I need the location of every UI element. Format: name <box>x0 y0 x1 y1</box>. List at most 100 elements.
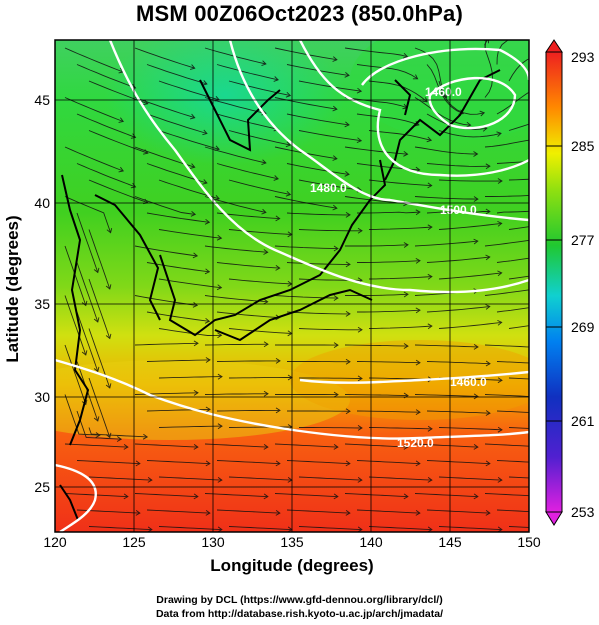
y-tick-label: 30 <box>34 389 50 405</box>
streamline-arrow <box>333 245 339 252</box>
streamline <box>344 443 408 448</box>
streamline-arrow <box>345 261 351 268</box>
streamline-arrow <box>345 460 351 467</box>
streamline-arrow <box>202 129 208 136</box>
streamline-arrow <box>217 373 223 380</box>
streamline <box>274 245 338 250</box>
streamline <box>298 526 362 531</box>
streamline-arrow <box>415 307 421 314</box>
streamline-arrow <box>566 115 570 120</box>
streamline <box>298 229 362 232</box>
streamline-arrow <box>497 477 503 483</box>
colorbar <box>545 39 563 526</box>
streamline <box>298 130 362 142</box>
streamline <box>146 64 208 85</box>
streamline-arrow <box>81 300 88 307</box>
streamline <box>286 212 350 216</box>
streamline <box>64 443 128 448</box>
streamline-arrow <box>567 268 571 273</box>
contour-label: 1460.0 <box>425 85 462 99</box>
streamline-arrow <box>344 171 350 177</box>
streamline-arrow <box>497 270 503 277</box>
streamline <box>368 226 432 230</box>
contour-labels: 1460.0 1480.0 1500.0 1460.0 1520.0 <box>310 85 487 450</box>
streamline <box>286 163 350 175</box>
streamline-arrow <box>473 238 479 245</box>
streamline <box>216 509 280 514</box>
streamline <box>146 359 211 362</box>
streamline-arrow <box>205 510 211 516</box>
streamline <box>298 476 362 481</box>
credit-drawing: Drawing by DCL (https://www.gfd-dennou.o… <box>156 594 443 606</box>
streamline-arrow <box>192 252 199 259</box>
streamline <box>356 410 421 413</box>
streamline-arrow <box>93 416 100 422</box>
streamline <box>356 64 418 80</box>
streamline-arrow <box>333 493 339 500</box>
streamline <box>345 244 409 247</box>
streamline-arrow <box>332 56 338 62</box>
streamline-arrow <box>403 150 409 157</box>
streamline <box>414 146 478 155</box>
streamline-arrow <box>568 379 572 384</box>
streamline <box>134 493 198 498</box>
streamline-arrow <box>81 350 88 356</box>
streamline <box>76 113 136 138</box>
streamline <box>134 196 196 215</box>
streamline-arrow <box>275 460 281 467</box>
streamline <box>426 306 490 313</box>
streamline <box>228 377 292 379</box>
streamline-arrow <box>130 133 137 139</box>
streamline <box>228 229 292 235</box>
streamline <box>414 344 479 348</box>
streamline <box>64 47 124 73</box>
streamline-arrow <box>204 268 211 275</box>
streamline-arrow <box>93 366 100 373</box>
streamline-arrow <box>333 295 339 301</box>
streamline <box>438 179 503 182</box>
streamline <box>508 178 529 181</box>
streamline-arrow <box>189 163 196 169</box>
streamline <box>134 245 198 257</box>
streamline <box>484 239 529 247</box>
colorbar-tick-label: 269 <box>571 319 595 335</box>
streamline-arrow <box>415 510 421 516</box>
streamline <box>204 343 269 346</box>
streamline <box>344 97 408 109</box>
streamline <box>438 321 502 329</box>
streamline-arrow <box>332 204 338 211</box>
temperature-field: 1460.0 1480.0 1500.0 1460.0 1520.0 <box>55 40 572 532</box>
streamline <box>286 311 350 315</box>
contour-label: 1520.0 <box>397 436 434 450</box>
streamline <box>356 361 421 364</box>
streamline-arrow <box>473 393 479 400</box>
colorbar-tick-label: 253 <box>571 504 595 520</box>
streamline-arrow <box>273 175 279 181</box>
streamline <box>216 262 280 269</box>
streamline-arrow <box>473 493 479 500</box>
streamline <box>368 476 432 481</box>
streamline-arrow <box>193 493 199 500</box>
streamline <box>344 344 409 347</box>
streamline-arrow <box>473 151 479 157</box>
streamline-arrow <box>497 526 503 532</box>
streamline-arrow <box>204 218 211 225</box>
streamline <box>484 443 529 447</box>
streamline <box>438 130 502 138</box>
streamline-arrow <box>345 311 351 317</box>
streamline <box>356 113 420 126</box>
streamline-arrow <box>142 433 149 440</box>
streamline <box>426 256 490 263</box>
streamline <box>228 526 292 531</box>
streamline-arrow <box>275 358 281 364</box>
streamline-arrow <box>216 284 223 291</box>
streamline <box>508 427 529 429</box>
x-tick-label: 140 <box>359 534 383 550</box>
streamline-arrow <box>415 258 421 264</box>
streamline-arrow <box>275 510 281 516</box>
streamline-arrow <box>261 208 267 215</box>
streamline-arrow <box>333 444 339 450</box>
grid <box>55 40 529 532</box>
streamline <box>485 195 529 197</box>
